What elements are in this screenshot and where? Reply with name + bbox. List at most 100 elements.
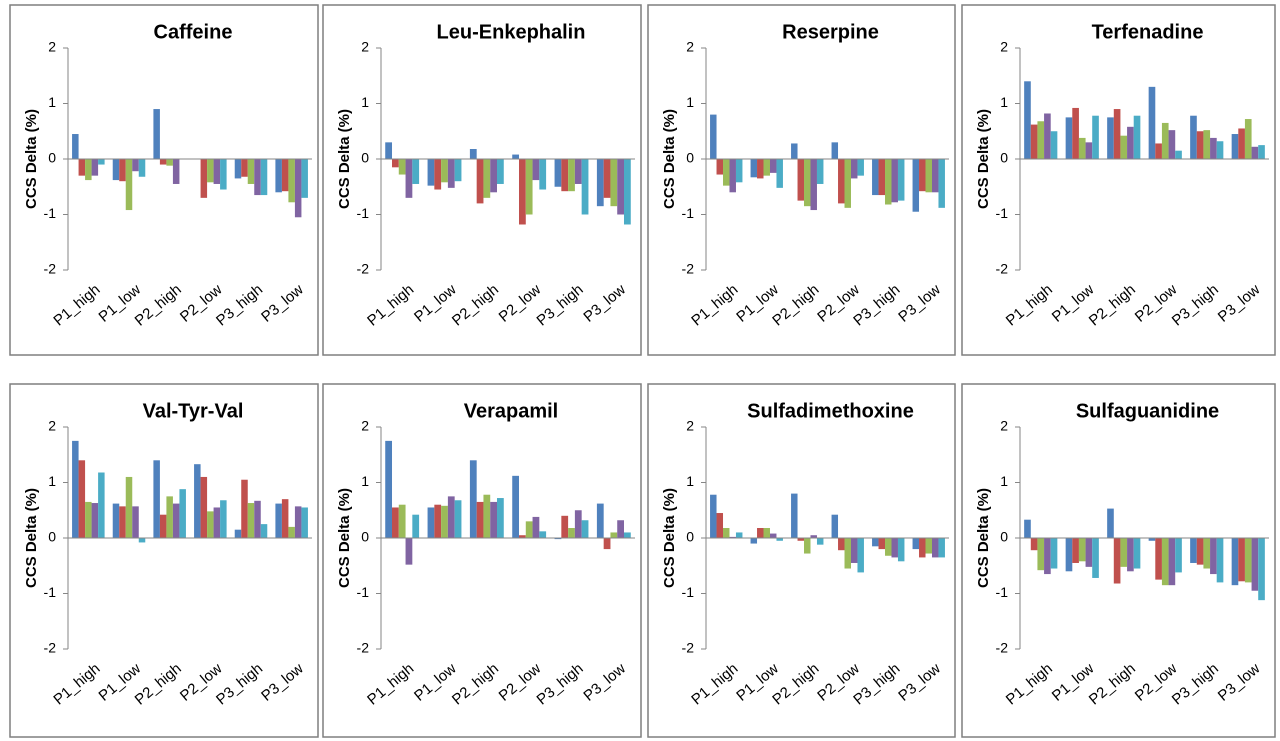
bar (447, 496, 455, 538)
bar (78, 460, 86, 538)
bar (1085, 142, 1093, 159)
bar (476, 501, 484, 538)
bar (1168, 130, 1176, 159)
bar (710, 494, 717, 538)
bar (750, 538, 758, 544)
bar (469, 460, 477, 538)
bar (254, 500, 261, 538)
bar (412, 514, 420, 538)
bar (1133, 538, 1141, 569)
bar (610, 532, 618, 538)
bar (623, 532, 631, 538)
y-tick-label: -1 (996, 584, 1009, 600)
bar (220, 500, 227, 538)
bar (1078, 538, 1086, 562)
bar (275, 159, 282, 193)
bar (1258, 145, 1265, 159)
bar (938, 159, 945, 208)
bar (441, 159, 448, 183)
bar (405, 538, 413, 565)
bar (247, 503, 255, 538)
bar (234, 529, 242, 538)
y-tick-label: 0 (361, 150, 369, 166)
bar (483, 159, 491, 198)
bar (254, 159, 261, 196)
y-tick-label: -2 (996, 640, 1009, 656)
bar (200, 476, 208, 538)
bar (750, 159, 758, 178)
bar (617, 159, 624, 215)
bar (496, 159, 504, 184)
bar (769, 533, 777, 538)
y-tick-label: 2 (48, 418, 56, 434)
bar (1244, 538, 1252, 583)
bar (496, 498, 504, 538)
bar (220, 159, 227, 190)
y-tick-label: 0 (686, 529, 694, 545)
y-tick-label: 1 (686, 473, 694, 489)
bar (159, 159, 167, 165)
bar (539, 159, 547, 190)
bar (153, 109, 160, 159)
bar (568, 159, 575, 192)
bar (138, 159, 146, 177)
bar (78, 159, 86, 176)
bar (729, 159, 736, 193)
bar (72, 134, 79, 159)
bar (213, 159, 221, 184)
bar (441, 505, 448, 538)
bar (561, 159, 569, 192)
chart-title: Verapamil (464, 400, 559, 422)
y-tick-label: 2 (1000, 418, 1008, 434)
bar (850, 159, 858, 179)
y-tick-label: -1 (44, 205, 57, 221)
y-tick-label: -2 (357, 261, 370, 277)
bar (207, 511, 214, 538)
bar (1196, 131, 1204, 159)
bar (1107, 508, 1114, 538)
bar (1203, 538, 1211, 569)
y-tick-label: 1 (686, 94, 694, 110)
bar (1037, 538, 1045, 571)
bar (392, 159, 399, 168)
bar (260, 159, 268, 196)
bar (810, 159, 817, 211)
y-tick-label: -1 (357, 205, 370, 221)
bar (483, 494, 491, 538)
bar (1050, 131, 1058, 159)
y-tick-label: 0 (1000, 529, 1008, 545)
y-tick-label: -2 (682, 640, 695, 656)
bar (554, 538, 562, 540)
chart-title: Val-Tyr-Val (143, 400, 244, 422)
y-tick-label: -1 (682, 584, 695, 600)
bar (810, 535, 817, 538)
bar (427, 507, 435, 538)
bar (405, 159, 413, 198)
bar (91, 503, 99, 538)
bar (816, 538, 824, 545)
bar (596, 159, 604, 207)
y-tick-label: 2 (361, 39, 369, 55)
bar (385, 440, 393, 538)
bar (512, 475, 520, 538)
bar (200, 159, 208, 198)
bar (1190, 538, 1197, 563)
bar (603, 538, 611, 550)
bar (194, 464, 201, 538)
y-axis-label: CCS Delta (%) (661, 109, 678, 209)
bar (897, 538, 905, 562)
bar (1044, 538, 1051, 575)
bar (1196, 538, 1204, 565)
bar (519, 159, 526, 225)
y-tick-label: -2 (357, 640, 370, 656)
bar (716, 513, 724, 538)
bar (1113, 109, 1121, 159)
bar (234, 159, 242, 179)
bar (1030, 124, 1038, 159)
bar (1148, 538, 1156, 541)
bar (610, 159, 618, 207)
